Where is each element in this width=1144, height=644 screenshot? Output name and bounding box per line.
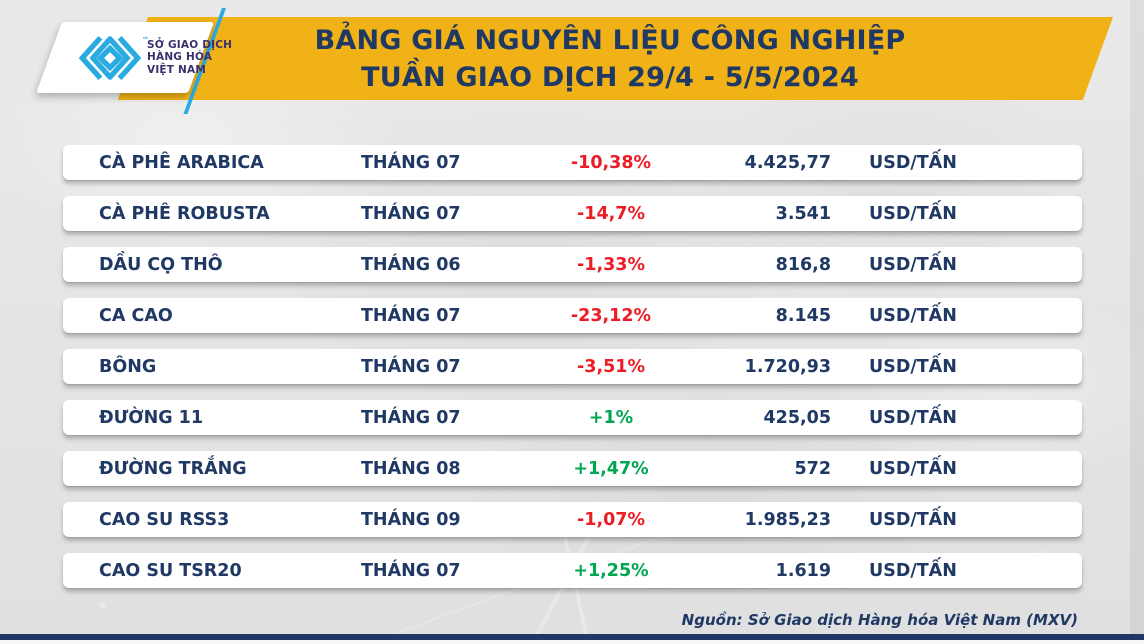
weekly-change: -3,51% (577, 356, 645, 377)
title-line-2: TUẦN GIAO DỊCH 29/4 - 5/5/2024 (361, 62, 859, 93)
weekly-change: +1% (588, 407, 634, 428)
table-row: CAO SU TSR20 THÁNG 07 +1,25% 1.619 USD/T… (63, 553, 1082, 588)
price-table: CÀ PHÊ ARABICA THÁNG 07 -10,38% 4.425,77… (63, 145, 1082, 604)
weekly-change: +1,47% (573, 458, 649, 479)
commodity-name: CAO SU RSS3 (99, 509, 230, 530)
price-unit: USD/TẤN (869, 458, 957, 479)
commodity-name: ĐƯỜNG 11 (99, 407, 204, 428)
price-unit: USD/TẤN (869, 560, 957, 581)
weekly-change: -14,7% (577, 203, 645, 224)
mxv-org-name: SỞ GIAO DỊCH HÀNG HÓA VIỆT NAM (147, 39, 232, 77)
table-row: CÀ PHÊ ROBUSTA THÁNG 07 -14,7% 3.541 USD… (63, 196, 1082, 231)
org-line-1: SỞ GIAO DỊCH (147, 38, 233, 51)
trademark-symbol: ™ (142, 35, 149, 44)
org-line-3: VIỆT NAM (147, 63, 206, 76)
price-value: 1.720,93 (744, 356, 831, 377)
weekly-change: -10,38% (570, 152, 652, 173)
price-value: 816,8 (775, 254, 831, 275)
commodity-name: CÀ PHÊ ARABICA (99, 152, 264, 173)
price-unit: USD/TẤN (869, 407, 957, 428)
price-value: 3.541 (775, 203, 831, 224)
contract-month: THÁNG 06 (361, 254, 461, 275)
contract-month: THÁNG 07 (361, 356, 461, 377)
commodity-name: CA CAO (99, 305, 173, 326)
contract-month: THÁNG 07 (361, 203, 461, 224)
table-row: CA CAO THÁNG 07 -23,12% 8.145 USD/TẤN (63, 298, 1082, 333)
table-row: CAO SU RSS3 THÁNG 09 -1,07% 1.985,23 USD… (63, 502, 1082, 537)
commodity-name: BÔNG (99, 356, 157, 377)
price-value: 4.425,77 (744, 152, 831, 173)
table-row: DẦU CỌ THÔ THÁNG 06 -1,33% 816,8 USD/TẤN (63, 247, 1082, 282)
price-value: 425,05 (763, 407, 831, 428)
table-row: ĐƯỜNG 11 THÁNG 07 +1% 425,05 USD/TẤN (63, 400, 1082, 435)
contract-month: THÁNG 08 (361, 458, 461, 479)
table-row: ĐƯỜNG TRẮNG THÁNG 08 +1,47% 572 USD/TẤN (63, 451, 1082, 486)
contract-month: THÁNG 07 (361, 305, 461, 326)
price-unit: USD/TẤN (869, 509, 957, 530)
contract-month: THÁNG 07 (361, 560, 461, 581)
table-row: CÀ PHÊ ARABICA THÁNG 07 -10,38% 4.425,77… (63, 145, 1082, 180)
org-line-2: HÀNG HÓA (147, 51, 213, 64)
contract-month: THÁNG 09 (361, 509, 461, 530)
bottom-navy-bar (0, 634, 1144, 640)
mxv-logo-plate: ™ SỞ GIAO DỊCH HÀNG HÓA VIỆT NAM (36, 22, 232, 93)
mxv-logo-inner: ™ SỞ GIAO DỊCH HÀNG HÓA VIỆT NAM (62, 22, 232, 93)
price-unit: USD/TẤN (869, 152, 957, 173)
title-line-1: BẢNG GIÁ NGUYÊN LIỆU CÔNG NGHIỆP (314, 25, 906, 56)
price-unit: USD/TẤN (869, 356, 957, 377)
price-value: 8.145 (775, 305, 831, 326)
source-note: Nguồn: Sở Giao dịch Hàng hóa Việt Nam (M… (681, 611, 1078, 629)
commodity-name: DẦU CỌ THÔ (99, 254, 223, 275)
commodity-name: CÀ PHÊ ROBUSTA (99, 203, 270, 224)
weekly-change: -23,12% (570, 305, 652, 326)
contract-month: THÁNG 07 (361, 152, 461, 173)
page-title: BẢNG GIÁ NGUYÊN LIỆU CÔNG NGHIỆP TUẦN GI… (280, 22, 940, 96)
contract-month: THÁNG 07 (361, 407, 461, 428)
commodity-name: CAO SU TSR20 (99, 560, 242, 581)
weekly-change: -1,33% (577, 254, 645, 275)
price-unit: USD/TẤN (869, 305, 957, 326)
table-row: BÔNG THÁNG 07 -3,51% 1.720,93 USD/TẤN (63, 349, 1082, 384)
price-value: 572 (794, 458, 831, 479)
background-right-band (1130, 0, 1144, 634)
price-unit: USD/TẤN (869, 203, 957, 224)
mxv-logo-icon: ™ (78, 34, 149, 82)
bottom-light-strip (0, 640, 1144, 644)
commodity-name: ĐƯỜNG TRẮNG (99, 458, 247, 479)
weekly-change: +1,25% (573, 560, 649, 581)
price-unit: USD/TẤN (869, 254, 957, 275)
weekly-change: -1,07% (577, 509, 645, 530)
price-value: 1.985,23 (744, 509, 831, 530)
price-value: 1.619 (775, 560, 831, 581)
